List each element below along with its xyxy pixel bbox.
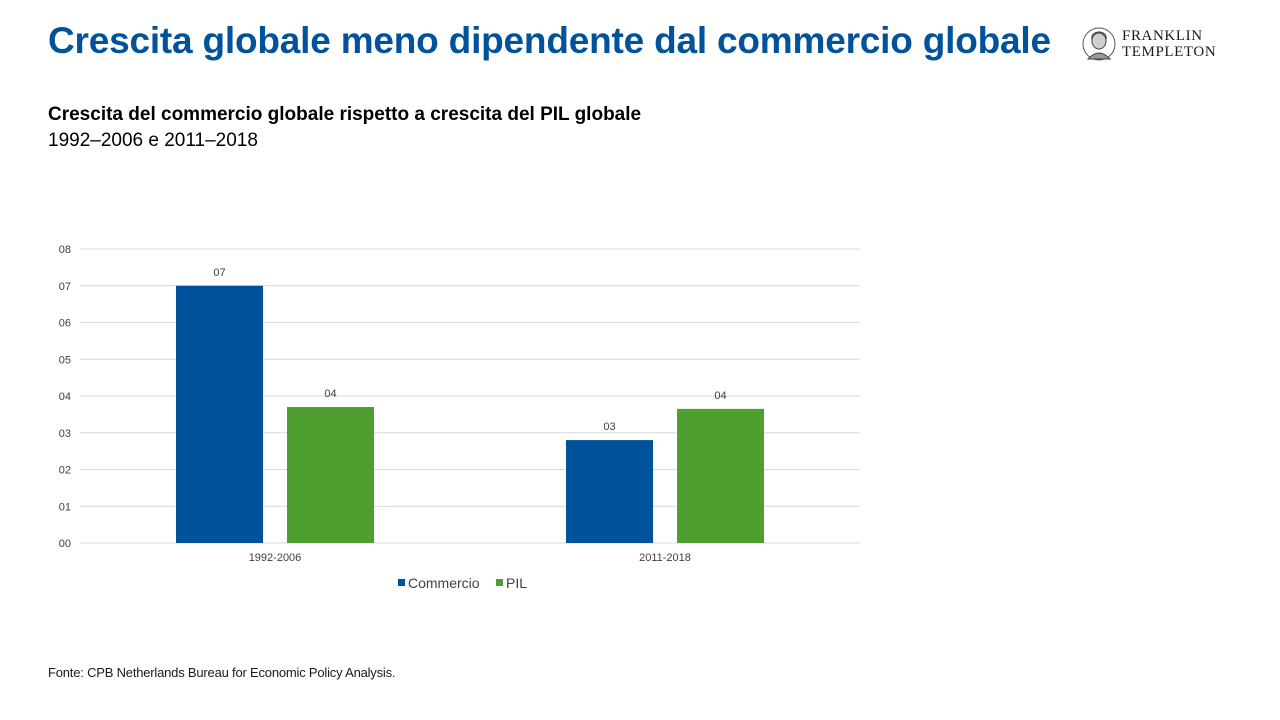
data-label: 04 <box>324 388 336 400</box>
source-note: Fonte: CPB Netherlands Bureau for Econom… <box>48 665 396 680</box>
data-label: 03 <box>603 421 615 433</box>
legend-swatch-pil <box>496 579 503 586</box>
legend-label-pil: PIL <box>506 575 527 591</box>
y-tick-label: 02 <box>59 465 71 477</box>
franklin-templeton-logo: FRANKLIN TEMPLETON <box>1082 26 1232 62</box>
y-tick-label: 07 <box>59 281 71 293</box>
bar-commercio-0 <box>176 285 263 543</box>
page-title: Crescita globale meno dipendente dal com… <box>48 20 1051 61</box>
bar-pil-1 <box>677 408 764 543</box>
y-tick-label: 05 <box>59 354 71 366</box>
x-tick-label: 2011-2018 <box>639 552 691 564</box>
y-tick-label: 04 <box>59 391 71 403</box>
chart-subtitle: Crescita del commercio globale rispetto … <box>48 104 642 125</box>
franklin-portrait-icon <box>1082 27 1116 61</box>
y-tick-label: 00 <box>59 538 71 550</box>
x-tick-label: 1992-2006 <box>249 552 302 564</box>
y-tick-label: 03 <box>59 428 71 440</box>
logo-text-templeton: TEMPLETON <box>1122 44 1217 60</box>
data-label: 04 <box>714 390 726 402</box>
bar-pil-0 <box>287 407 374 543</box>
data-label: 07 <box>213 267 225 279</box>
y-tick-label: 08 <box>59 244 71 256</box>
logo-text-franklin: FRANKLIN <box>1122 28 1203 44</box>
y-tick-label: 06 <box>59 318 71 330</box>
chart-period: 1992–2006 e 2011–2018 <box>48 130 258 151</box>
legend-swatch-commercio <box>398 579 405 586</box>
bar-commercio-1 <box>566 440 653 543</box>
legend-label-commercio: Commercio <box>408 575 480 591</box>
y-tick-label: 01 <box>59 501 71 513</box>
